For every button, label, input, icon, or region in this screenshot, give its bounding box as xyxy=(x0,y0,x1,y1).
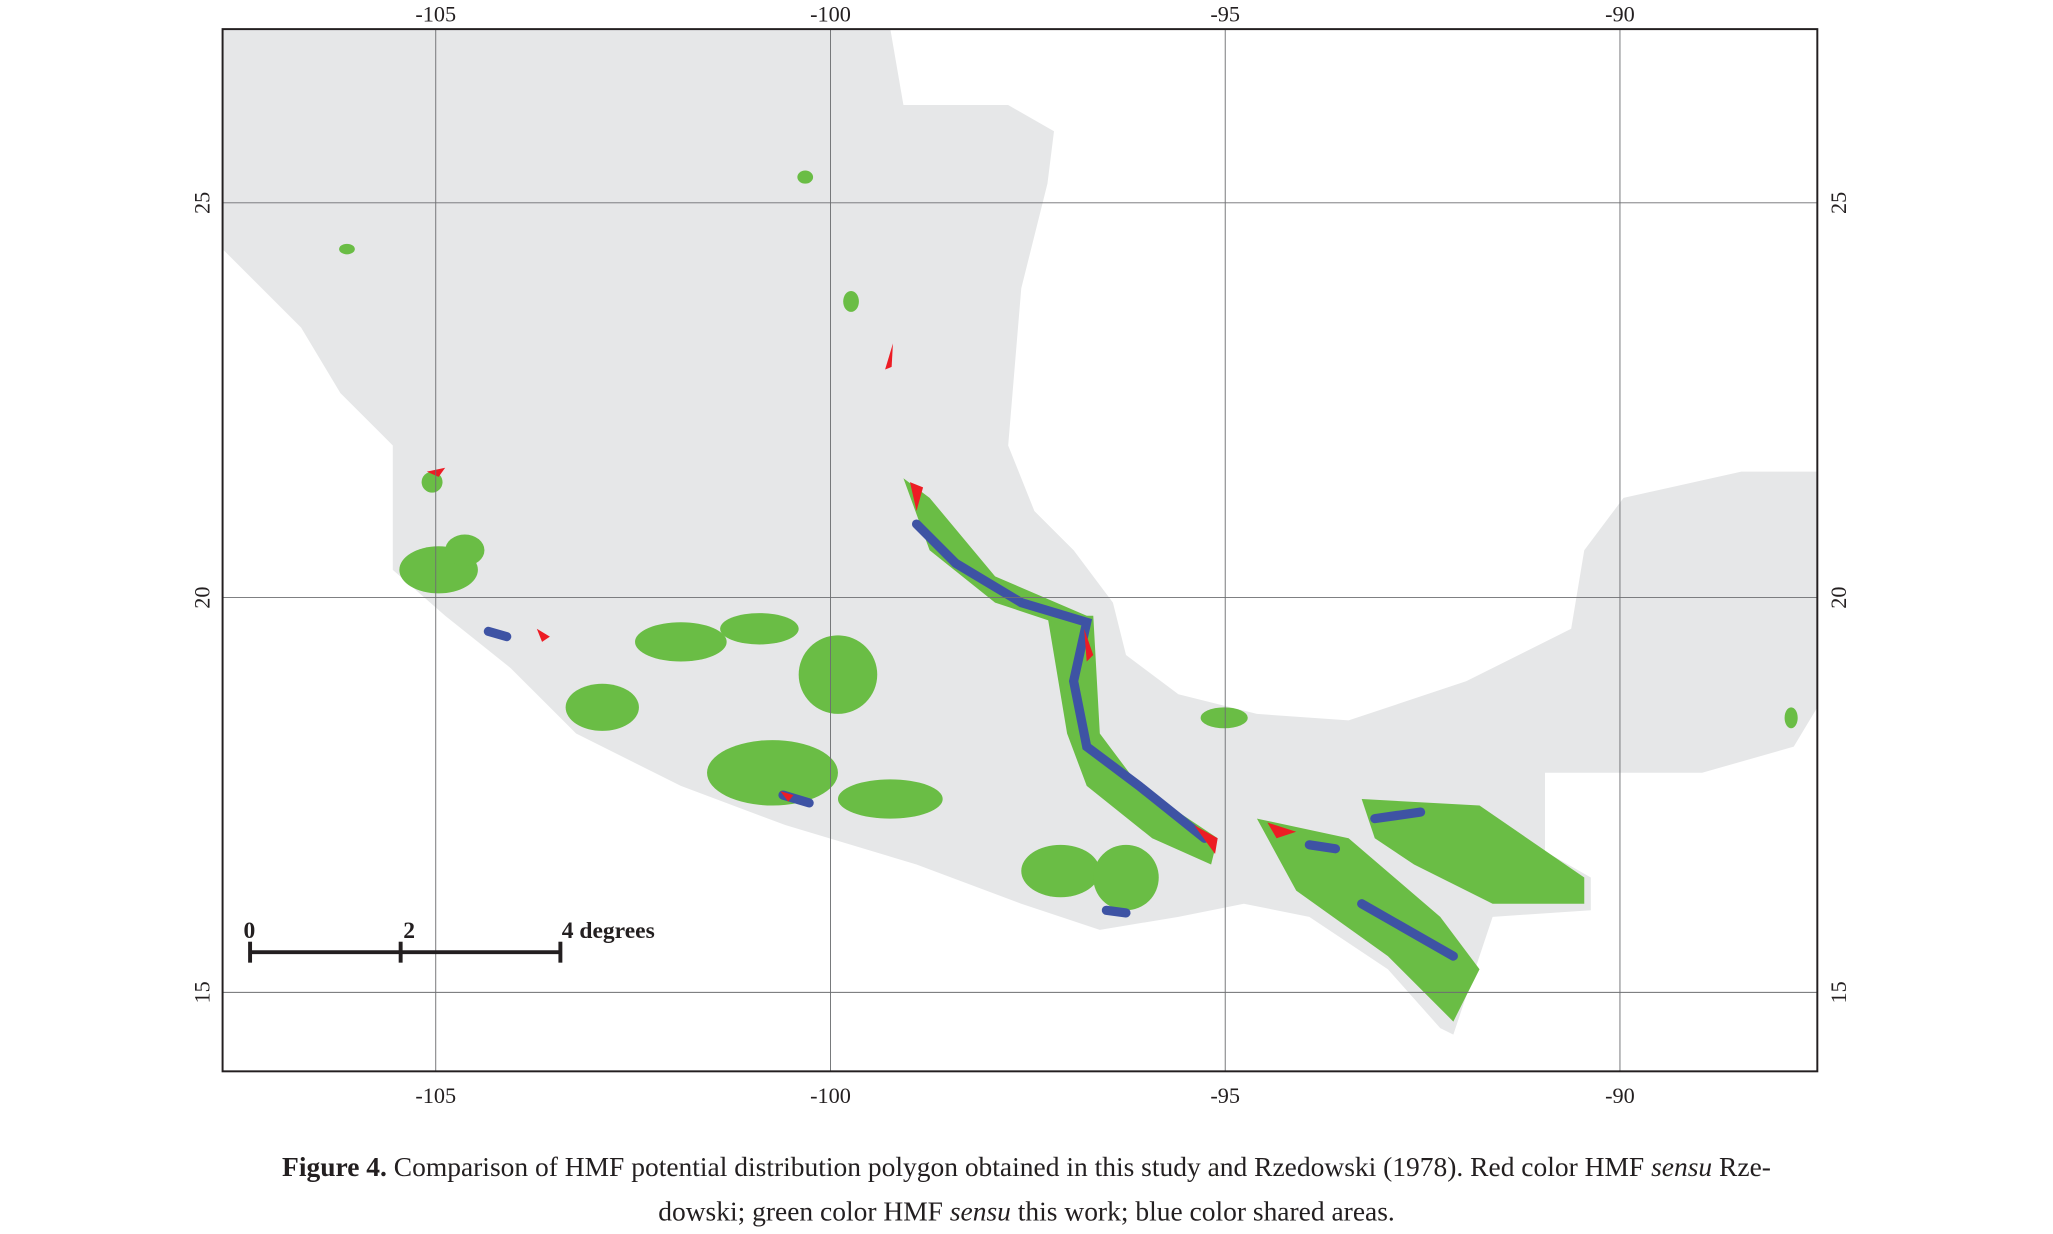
caption-label: Figure 4. xyxy=(282,1152,387,1182)
caption-line: dowski; green color HMF sensu this work;… xyxy=(658,1197,1395,1227)
map-frame xyxy=(221,28,1819,1073)
x-tick-label: -100 xyxy=(810,1083,851,1108)
caption-text: this work; blue color shared areas. xyxy=(1011,1197,1395,1227)
x-tick-label: -105 xyxy=(415,1,456,26)
y-tick-label: 25 xyxy=(189,192,214,214)
caption-text: dowski; green color HMF xyxy=(658,1197,950,1227)
x-tick-label: -90 xyxy=(1605,1,1635,26)
caption-line: Figure 4. Comparison of HMF potential di… xyxy=(282,1152,1771,1182)
y-tick-label: 25 xyxy=(1826,192,1851,214)
y-tick-label: 20 xyxy=(1826,586,1851,608)
y-tick-label: 15 xyxy=(1826,981,1851,1003)
x-tick-label: -95 xyxy=(1210,1,1240,26)
green-areas xyxy=(339,170,1798,1022)
scale-label: 2 xyxy=(403,918,415,944)
scale-label: 0 xyxy=(244,918,256,944)
shared-areas xyxy=(483,519,1458,961)
x-tick-label: -100 xyxy=(810,1,851,26)
scale-bar xyxy=(248,941,563,963)
x-tick-label: -105 xyxy=(415,1083,456,1108)
caption-text: Comparison of HMF potential distribution… xyxy=(387,1152,1651,1182)
rzedowski-areas xyxy=(426,343,1297,854)
caption-text: Rze- xyxy=(1712,1152,1771,1182)
x-tick-label: -95 xyxy=(1210,1083,1240,1108)
y-tick-label: 15 xyxy=(189,981,214,1003)
caption-em: sensu xyxy=(950,1197,1011,1227)
scale-label: 4 degrees xyxy=(562,918,655,944)
land xyxy=(222,29,1818,1035)
y-tick-label: 20 xyxy=(189,586,214,608)
caption-em: sensu xyxy=(1651,1152,1712,1182)
x-tick-label: -90 xyxy=(1605,1083,1635,1108)
